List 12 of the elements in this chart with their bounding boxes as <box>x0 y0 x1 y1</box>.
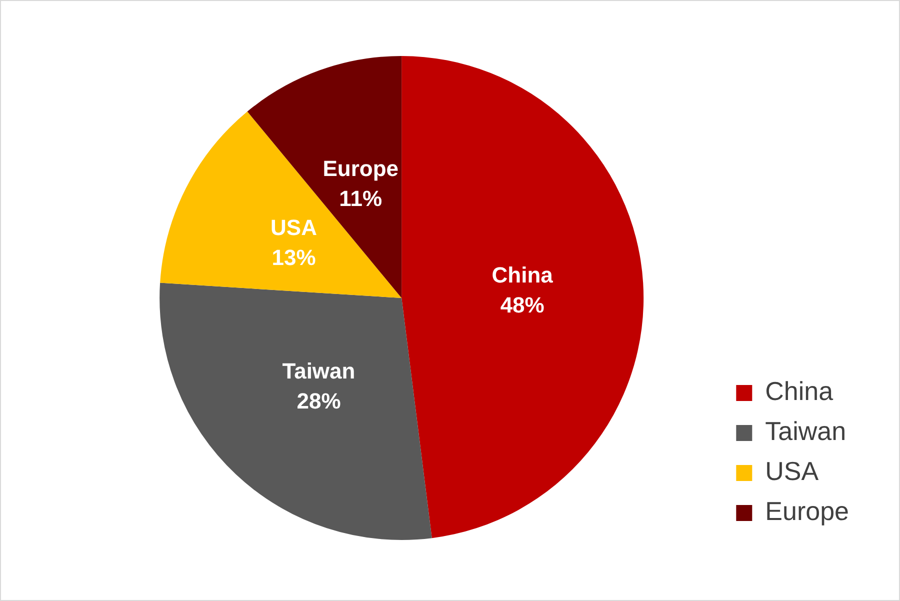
slice-label: China <box>492 262 554 288</box>
data-label: 13% <box>272 245 316 270</box>
legend-label: USA <box>765 456 820 486</box>
legend-label: China <box>765 376 834 406</box>
legend-label: Taiwan <box>765 416 846 446</box>
slice-label: Taiwan <box>282 358 356 384</box>
data-label: 48% <box>500 292 544 318</box>
legend-label: Europe <box>765 496 850 526</box>
data-label: 28% <box>296 388 341 414</box>
slice-label: USA <box>270 215 318 240</box>
data-label: 11% <box>339 186 382 212</box>
slice-label: Europe <box>322 156 398 182</box>
